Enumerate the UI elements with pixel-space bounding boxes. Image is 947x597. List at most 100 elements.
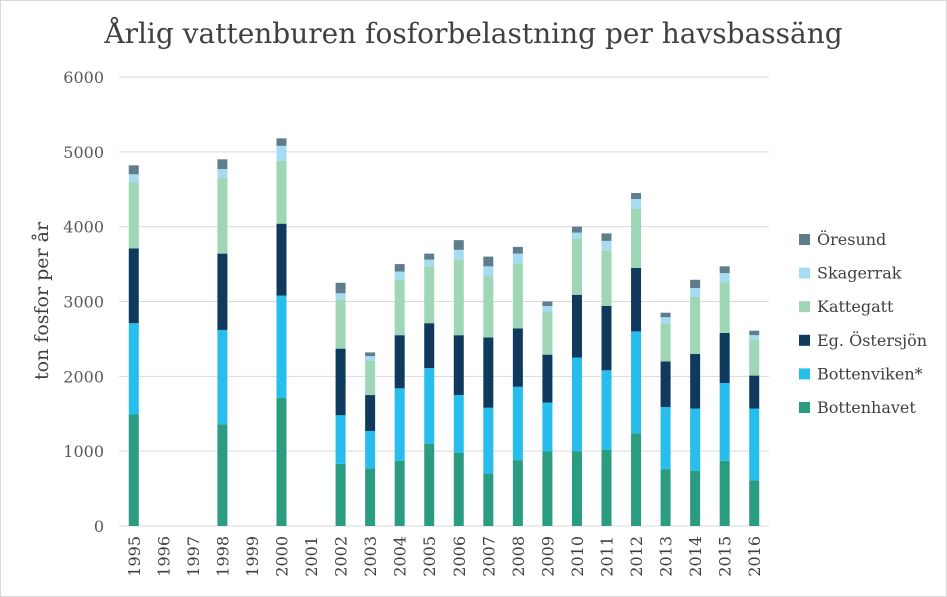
- y-tick-label: 5000: [63, 143, 104, 162]
- bar-segment: [453, 452, 464, 526]
- bar-segment: [276, 145, 287, 161]
- bar-segment: [512, 386, 523, 461]
- bar-segment: [690, 279, 701, 289]
- y-axis-label: ton fosfor per år: [31, 221, 53, 380]
- bar-segment: [335, 299, 346, 349]
- x-tick-label: 2007: [479, 536, 498, 577]
- bar-segment: [660, 407, 671, 470]
- bars: [128, 138, 760, 526]
- legend-label: Kattegatt: [817, 297, 894, 316]
- x-tick-labels: 1995 1996 1997 1998 1999 2000 2001 2002 2003 2004…: [125, 536, 764, 577]
- bar-segment: [128, 165, 139, 175]
- bar-segment: [483, 473, 494, 526]
- bar-segment: [631, 267, 642, 332]
- bar-segment: [512, 328, 523, 387]
- y-tick-label: 6000: [63, 68, 104, 87]
- bar-segment: [512, 460, 523, 526]
- x-tick-label: 2008: [509, 536, 528, 577]
- legend-label: Bottenhavet: [817, 398, 916, 417]
- bar-segment: [660, 323, 671, 362]
- bar-segment: [394, 271, 405, 280]
- legend-swatch: [799, 234, 810, 245]
- bar-segment: [217, 253, 228, 330]
- bar-segment: [276, 295, 287, 399]
- bar-segment: [217, 329, 228, 425]
- bar-segment: [365, 356, 376, 361]
- y-tick-label: 1000: [63, 442, 104, 461]
- bar-segment: [424, 259, 435, 267]
- x-tick-label: 1998: [213, 536, 232, 577]
- bar-segment: [601, 449, 612, 526]
- bar-segment: [601, 233, 612, 241]
- bar-segment: [631, 198, 642, 209]
- legend-swatch: [799, 368, 810, 380]
- bar-segment: [690, 297, 701, 354]
- bar-segment: [571, 451, 582, 526]
- bar-segment: [571, 226, 582, 233]
- y-tick-label: 2000: [63, 367, 104, 386]
- bar-segment: [690, 408, 701, 471]
- x-tick-label: 2015: [716, 536, 735, 577]
- bar-segment: [660, 312, 671, 318]
- bar-segment: [335, 348, 346, 416]
- bar-segment: [660, 469, 671, 526]
- x-tick-label: 2000: [273, 536, 292, 577]
- x-tick-label: 2013: [657, 536, 676, 577]
- bar-segment: [483, 337, 494, 408]
- bar-segment: [719, 383, 730, 461]
- y-tick-labels: 0 1000 2000 3000 4000 5000 6000: [63, 68, 104, 536]
- x-tick-label: 2011: [598, 536, 617, 577]
- bar-segment: [749, 480, 760, 526]
- x-tick-label: 1999: [243, 536, 262, 577]
- bar-segment: [394, 460, 405, 526]
- bar-segment: [424, 323, 435, 369]
- bar-segment: [453, 240, 464, 250]
- legend-label: Skagerrak: [817, 264, 902, 283]
- bar-segment: [394, 335, 405, 389]
- y-tick-label: 3000: [63, 293, 104, 312]
- bar-segment: [424, 253, 435, 260]
- bar-segment: [749, 408, 760, 481]
- bar-segment: [335, 293, 346, 300]
- x-tick-label: 2001: [302, 536, 321, 577]
- legend-swatch: [799, 402, 810, 413]
- bar-segment: [631, 331, 642, 434]
- bar-segment: [571, 238, 582, 295]
- bar-segment: [690, 288, 701, 298]
- bar-segment: [631, 433, 642, 526]
- y-tick-label: 4000: [63, 218, 104, 237]
- bar-segment: [719, 460, 730, 526]
- x-tick-label: 2016: [745, 536, 764, 577]
- x-tick-label: 2012: [627, 536, 646, 577]
- bar-segment: [601, 250, 612, 306]
- bar-segment: [571, 357, 582, 452]
- bar-segment: [365, 430, 376, 469]
- bar-segment: [335, 463, 346, 526]
- bar-segment: [217, 159, 228, 170]
- x-tick-label: 1995: [125, 536, 144, 577]
- legend-label: Bottenviken*: [817, 364, 923, 383]
- bar-segment: [365, 352, 376, 357]
- bar-segment: [512, 246, 523, 254]
- x-tick-label: 2014: [686, 536, 705, 577]
- bar-segment: [217, 169, 228, 179]
- bar-segment: [276, 398, 287, 526]
- bar-segment: [335, 415, 346, 464]
- bar-segment: [719, 266, 730, 274]
- bar-segment: [601, 305, 612, 371]
- bar-segment: [424, 266, 435, 324]
- bar-segment: [749, 339, 760, 376]
- bar-segment: [512, 263, 523, 329]
- bar-segment: [365, 395, 376, 431]
- bar-segment: [128, 174, 139, 183]
- bar-segment: [749, 330, 760, 336]
- chart-title: Årlig vattenburen fosforbelastning per h…: [104, 17, 843, 50]
- bar-segment: [571, 232, 582, 239]
- bar-segment: [719, 282, 730, 333]
- legend-label: Eg. Östersjön: [817, 330, 927, 350]
- bar-segment: [719, 273, 730, 283]
- bar-segment: [719, 332, 730, 384]
- bar-segment: [128, 414, 139, 526]
